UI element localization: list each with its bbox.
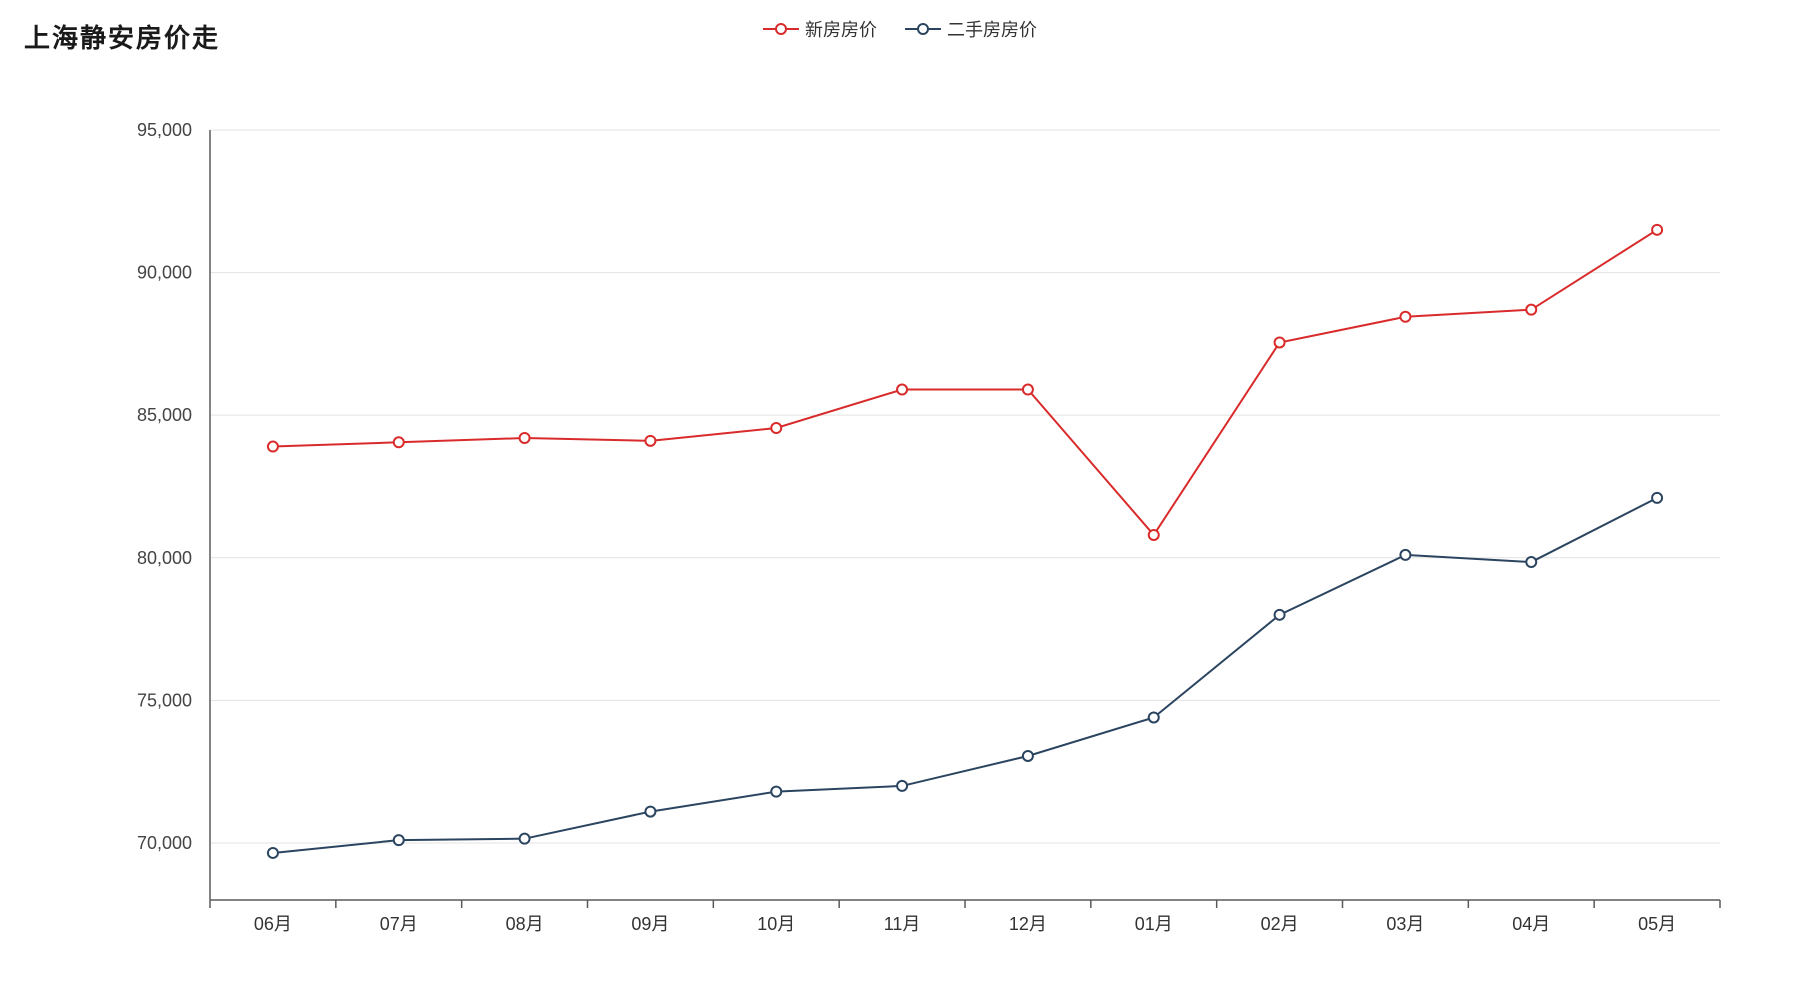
x-tick-label: 03月 xyxy=(1386,914,1424,934)
data-point-used xyxy=(1400,550,1410,560)
legend-label-used: 二手房房价 xyxy=(947,16,1037,42)
data-point-used xyxy=(268,848,278,858)
data-point-used xyxy=(771,787,781,797)
x-tick-label: 01月 xyxy=(1135,914,1173,934)
y-tick-label: 70,000 xyxy=(137,833,192,853)
series-line-new xyxy=(273,230,1657,535)
data-point-used xyxy=(897,781,907,791)
y-tick-label: 80,000 xyxy=(137,548,192,568)
y-tick-label: 85,000 xyxy=(137,405,192,425)
data-point-new xyxy=(1275,337,1285,347)
x-tick-label: 06月 xyxy=(254,914,292,934)
data-point-new xyxy=(268,442,278,452)
y-tick-label: 95,000 xyxy=(137,120,192,140)
x-tick-label: 11月 xyxy=(884,914,921,934)
chart-title: 上海静安房价走 xyxy=(24,18,220,55)
y-tick-label: 75,000 xyxy=(137,690,192,710)
x-tick-label: 07月 xyxy=(380,914,418,934)
data-point-used xyxy=(1275,610,1285,620)
data-point-used xyxy=(1023,751,1033,761)
x-tick-label: 08月 xyxy=(506,914,544,934)
data-point-used xyxy=(394,835,404,845)
data-point-used xyxy=(1526,557,1536,567)
data-point-new xyxy=(1149,530,1159,540)
x-tick-label: 12月 xyxy=(1009,914,1047,934)
legend-item-new: 新房房价 xyxy=(763,16,877,42)
data-point-used xyxy=(645,807,655,817)
legend-marker-new xyxy=(763,23,799,35)
legend-item-used: 二手房房价 xyxy=(905,16,1037,42)
data-point-new xyxy=(1023,385,1033,395)
legend-label-new: 新房房价 xyxy=(805,16,877,42)
data-point-used xyxy=(1652,493,1662,503)
data-point-new xyxy=(645,436,655,446)
series-line-used xyxy=(273,498,1657,853)
x-tick-label: 02月 xyxy=(1261,914,1299,934)
data-point-used xyxy=(1149,712,1159,722)
legend-marker-used xyxy=(905,23,941,35)
chart-plot-area: 70,000 75,000 80,000 85,000 90,000 95,000 06月 0… xyxy=(60,90,1760,970)
data-point-new xyxy=(520,433,530,443)
x-tick-label: 09月 xyxy=(631,914,669,934)
x-tick-label: 04月 xyxy=(1512,914,1550,934)
y-tick-label: 90,000 xyxy=(137,263,192,283)
data-point-new xyxy=(771,423,781,433)
data-point-used xyxy=(520,834,530,844)
x-tick-label: 05月 xyxy=(1638,914,1676,934)
chart-legend: 新房房价 二手房房价 xyxy=(763,16,1037,42)
data-point-new xyxy=(897,385,907,395)
data-point-new xyxy=(1652,225,1662,235)
x-tick-label: 10月 xyxy=(757,914,795,934)
chart-svg: 70,000 75,000 80,000 85,000 90,000 95,000 06月 0… xyxy=(60,90,1760,970)
data-point-new xyxy=(394,437,404,447)
data-point-new xyxy=(1400,312,1410,322)
data-point-new xyxy=(1526,305,1536,315)
